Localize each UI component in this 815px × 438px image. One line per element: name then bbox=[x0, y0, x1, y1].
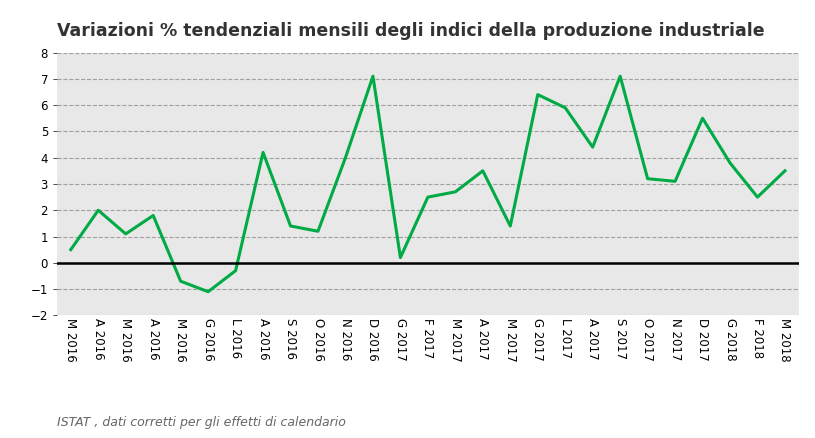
Text: Variazioni % tendenziali mensili degli indici della produzione industriale: Variazioni % tendenziali mensili degli i… bbox=[57, 22, 764, 40]
Text: ISTAT , dati corretti per gli effetti di calendario: ISTAT , dati corretti per gli effetti di… bbox=[57, 416, 346, 429]
